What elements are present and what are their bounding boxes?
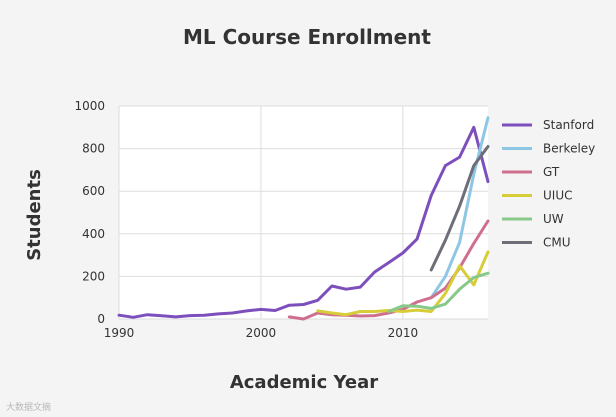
- y-tick-label: 0: [97, 312, 105, 326]
- series-line-uiuc: [316, 250, 490, 317]
- legend-label: UW: [543, 212, 564, 226]
- legend-label: GT: [543, 165, 560, 179]
- legend-label: Stanford: [543, 118, 594, 132]
- series-line-berkeley: [429, 116, 490, 300]
- y-axis-label: Students: [24, 169, 45, 261]
- series-lines: [117, 116, 490, 321]
- chart-title: ML Course Enrollment: [183, 25, 431, 49]
- watermark-text: 大数据文摘: [6, 401, 51, 413]
- series-line-cmu: [429, 145, 490, 272]
- y-tick-label: 200: [82, 269, 105, 283]
- x-tick-label: 2010: [388, 326, 419, 340]
- plot-area: [119, 106, 488, 319]
- y-tick-label: 800: [82, 142, 105, 156]
- legend-label: CMU: [543, 236, 571, 250]
- y-tick-label: 400: [82, 227, 105, 241]
- series-line-stanford: [117, 125, 490, 319]
- x-tick-label: 2000: [246, 326, 277, 340]
- x-axis-label: Academic Year: [230, 372, 378, 393]
- grid: [118, 105, 488, 320]
- series-line-uw: [387, 271, 490, 313]
- y-tick-label: 1000: [74, 99, 105, 113]
- legend: Stanford Berkeley GT UIUC UW CMU: [502, 118, 595, 250]
- legend-label: UIUC: [543, 189, 572, 203]
- legend-label: Berkeley: [543, 142, 595, 156]
- x-tick-label: 1990: [104, 326, 135, 340]
- axis-ticks: 0 200 400 600 800 1000 1990 2000 2010: [74, 99, 418, 340]
- y-tick-label: 600: [82, 184, 105, 198]
